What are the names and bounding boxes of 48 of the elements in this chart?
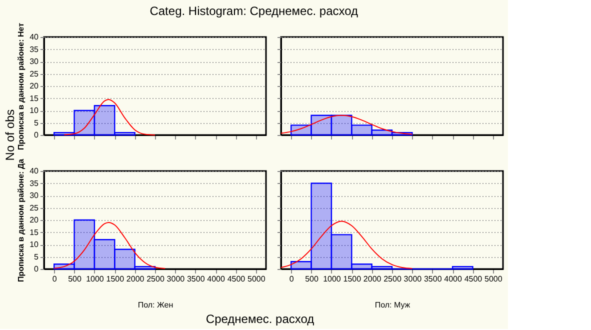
y-tick-label: 0 — [34, 264, 40, 274]
y-axis-title: Прописка в данном районе: Нет — [16, 22, 26, 150]
x-tick-label: 3500 — [424, 274, 442, 284]
y-tick-label: 35 — [30, 44, 40, 54]
x-tick-label: 3500 — [186, 274, 206, 284]
x-axis-title: Пол: Муж — [374, 300, 411, 310]
x-axis-title: Пол: Жен — [138, 300, 174, 310]
x-tick-label: 1500 — [106, 274, 125, 284]
text: No of obs — [3, 109, 17, 161]
x-tick-label: 2500 — [146, 274, 165, 284]
x-tick-label: 1000 — [323, 274, 342, 284]
x-tick-label: 3000 — [166, 274, 186, 284]
y-tick-label: 25 — [30, 203, 40, 212]
text: Среднемес. расход — [206, 312, 314, 326]
y-tick-label: 20 — [30, 216, 40, 224]
y-tick-label: 25 — [30, 69, 40, 78]
x-tick-label: 4000 — [207, 274, 226, 284]
x-tick-label: 4500 — [464, 274, 483, 284]
y-tick-label: 5 — [34, 118, 40, 128]
x-tick-label: 3000 — [404, 274, 422, 284]
x-tick-label: 4000 — [444, 274, 462, 284]
x-tick-label: 2000 — [126, 274, 145, 284]
y-tick-label: 20 — [30, 82, 40, 90]
y-tick-label: 10 — [30, 106, 40, 115]
x-tick-label: 1000 — [86, 274, 104, 284]
x-tick-label: 2000 — [363, 274, 382, 284]
y-tick-label: 10 — [30, 240, 40, 249]
line-series — [54, 222, 166, 270]
x-tick-label: 0 — [289, 274, 294, 284]
y-axis-title: Прописка в данном районе: Да — [16, 158, 26, 282]
y-tick-label: 30 — [30, 57, 40, 66]
y-tick-label: 0 — [34, 130, 40, 140]
y-tick-label: 15 — [30, 94, 40, 103]
y-tick-label: 40 — [30, 166, 40, 176]
y-tick-label: 35 — [30, 178, 40, 188]
y-tick-label: 40 — [30, 32, 40, 42]
x-tick-label: 1500 — [343, 274, 362, 284]
x-tick-label: 500 — [305, 274, 319, 284]
x-tick-label: 500 — [68, 274, 82, 284]
y-tick-label: 30 — [30, 191, 40, 200]
x-tick-label: 5000 — [484, 274, 503, 284]
x-tick-label: 2500 — [384, 274, 402, 284]
x-tick-label: 4500 — [227, 274, 246, 284]
x-tick-label: 5000 — [248, 274, 266, 284]
chart-title: Categ. Histogram: Среднемес. расход — [150, 4, 358, 18]
x-tick-label: 0 — [52, 274, 58, 284]
y-tick-label: 5 — [34, 252, 40, 262]
y-tick-label: 15 — [30, 228, 40, 237]
